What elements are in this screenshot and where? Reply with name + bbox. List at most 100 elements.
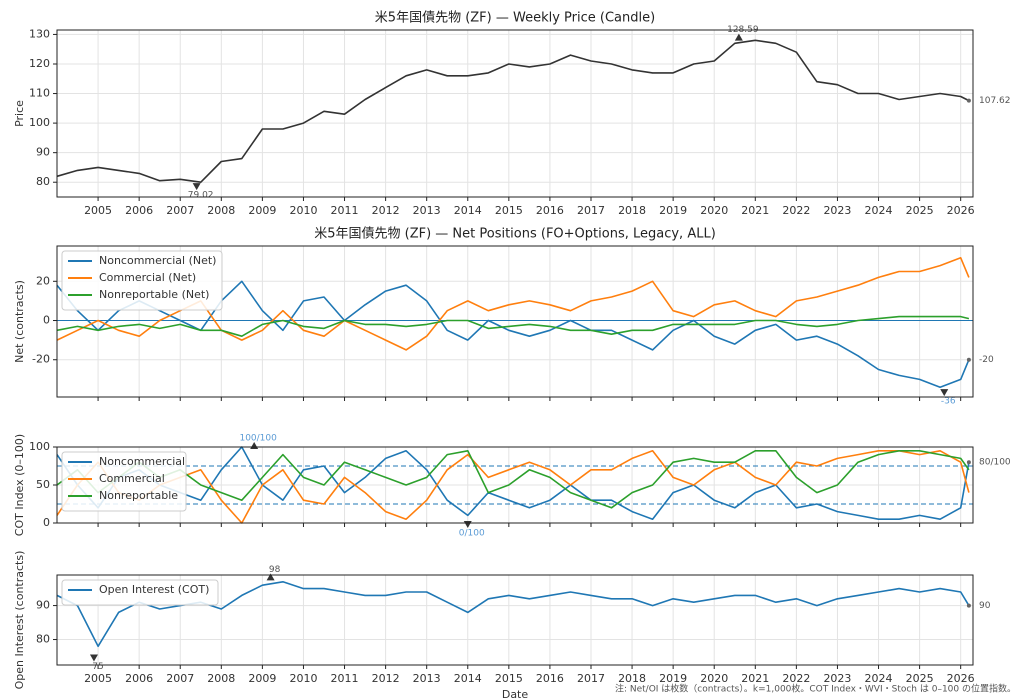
annotation-label: 79.02 — [188, 191, 214, 201]
x-tick-label: 2007 — [166, 204, 194, 217]
x-tick-label: 2014 — [454, 204, 482, 217]
x-tick-label: 2008 — [207, 672, 235, 685]
x-axis-label: Date — [502, 688, 529, 699]
x-tick-label: 2025 — [906, 672, 934, 685]
legend-label: Nonreportable (Net) — [99, 288, 209, 301]
annotation-label: -20 — [979, 355, 994, 365]
annotation-marker — [89, 654, 98, 662]
annotation-marker — [734, 33, 743, 41]
chart-title: 米5年国債先物 (ZF) — Weekly Price (Candle) — [375, 11, 655, 26]
x-tick-label: 2012 — [372, 204, 400, 217]
legend-label: Noncommercial — [99, 455, 185, 468]
annotation-marker — [266, 573, 275, 581]
x-tick-label: 2005 — [84, 204, 112, 217]
x-tick-label: 2016 — [536, 672, 564, 685]
x-tick-label: 2026 — [947, 672, 975, 685]
y-tick-label: 120 — [29, 57, 50, 70]
series-line — [56, 450, 970, 524]
x-tick-label: 2022 — [782, 672, 810, 685]
y-tick-label: 110 — [29, 87, 50, 100]
x-tick-label: 2019 — [659, 204, 687, 217]
x-tick-label: 2015 — [495, 672, 523, 685]
y-tick-label: 90 — [36, 146, 50, 159]
series-line — [56, 446, 970, 520]
y-axis-label: Net (contracts) — [13, 280, 26, 363]
x-tick-label: 2021 — [741, 672, 769, 685]
x-tick-label: 2006 — [125, 204, 153, 217]
legend-box — [61, 250, 223, 311]
legend-box — [61, 579, 219, 606]
annotation-label: 90 — [979, 601, 991, 611]
x-tick-label: 2017 — [577, 204, 605, 217]
y-tick-label: -20 — [32, 353, 50, 366]
y-axis-label: Price — [13, 100, 26, 127]
y-tick-label: 130 — [29, 27, 50, 40]
legend-label: Commercial — [99, 472, 165, 485]
series-line — [56, 257, 970, 351]
x-tick-label: 2013 — [413, 672, 441, 685]
x-tick-label: 2011 — [331, 672, 359, 685]
annotation-label: 100/100 — [239, 434, 277, 444]
x-tick-label: 2008 — [207, 204, 235, 217]
plot-frame — [56, 29, 974, 198]
y-tick-label: 20 — [36, 274, 50, 287]
x-tick-label: 2005 — [84, 672, 112, 685]
x-tick-label: 2018 — [618, 204, 646, 217]
y-tick-label: 100 — [29, 116, 50, 129]
x-tick-label: 2016 — [536, 204, 564, 217]
legend: Open Interest (COT) — [61, 579, 219, 606]
x-tick-label: 2009 — [248, 672, 276, 685]
annotation-label: 0/100 — [459, 529, 485, 539]
x-tick-label: 2020 — [700, 672, 728, 685]
annotation-label: 75 — [92, 662, 103, 672]
x-tick-label: 2022 — [782, 204, 810, 217]
y-tick-label: 80 — [36, 175, 50, 188]
annotation-label: 80/100 — [979, 458, 1011, 468]
x-tick-label: 2013 — [413, 204, 441, 217]
plot-frame — [56, 245, 974, 398]
series-line — [56, 450, 970, 509]
x-tick-label: 2024 — [865, 204, 893, 217]
annotation-marker — [966, 460, 971, 465]
y-axis-label: COT Index (0–100) — [13, 434, 26, 536]
y-tick-label: 0 — [43, 516, 50, 529]
x-tick-label: 2024 — [865, 672, 893, 685]
legend-label: Nonreportable — [99, 489, 178, 502]
annotation-marker — [192, 183, 201, 191]
annotation-marker — [966, 357, 971, 362]
series-line — [56, 581, 970, 648]
legend-label: Open Interest (COT) — [99, 583, 209, 596]
x-tick-label: 2026 — [947, 204, 975, 217]
y-axis-label: Open Interest (contracts) — [13, 551, 26, 690]
annotation-label: -36 — [941, 397, 956, 407]
x-tick-label: 2007 — [166, 672, 194, 685]
legend: Noncommercial Commercial Nonreportable — [61, 451, 187, 512]
x-tick-label: 2023 — [823, 204, 851, 217]
annotation-marker — [940, 389, 949, 397]
plot-frame — [56, 446, 974, 524]
x-tick-label: 2011 — [331, 204, 359, 217]
x-tick-label: 2019 — [659, 672, 687, 685]
y-tick-label: 0 — [43, 314, 50, 327]
x-tick-label: 2021 — [741, 204, 769, 217]
annotation-marker — [966, 98, 971, 103]
x-tick-label: 2010 — [289, 204, 317, 217]
x-tick-label: 2018 — [618, 672, 646, 685]
legend: Noncommercial (Net) Commercial (Net) Nonre… — [61, 250, 223, 311]
x-tick-label: 2009 — [248, 204, 276, 217]
x-tick-label: 2012 — [372, 672, 400, 685]
y-tick-label: 90 — [36, 599, 50, 612]
x-tick-label: 2006 — [125, 672, 153, 685]
y-tick-label: 80 — [36, 633, 50, 646]
annotation-label: 107.62 — [979, 96, 1011, 106]
series-line — [56, 315, 970, 337]
plot-frame — [56, 574, 974, 666]
y-tick-label: 50 — [36, 478, 50, 491]
x-tick-label: 2014 — [454, 672, 482, 685]
x-tick-label: 2025 — [906, 204, 934, 217]
legend-label: Noncommercial (Net) — [99, 254, 216, 267]
series-line — [56, 39, 970, 183]
annotation-marker — [966, 603, 971, 608]
y-tick-label: 100 — [29, 440, 50, 453]
